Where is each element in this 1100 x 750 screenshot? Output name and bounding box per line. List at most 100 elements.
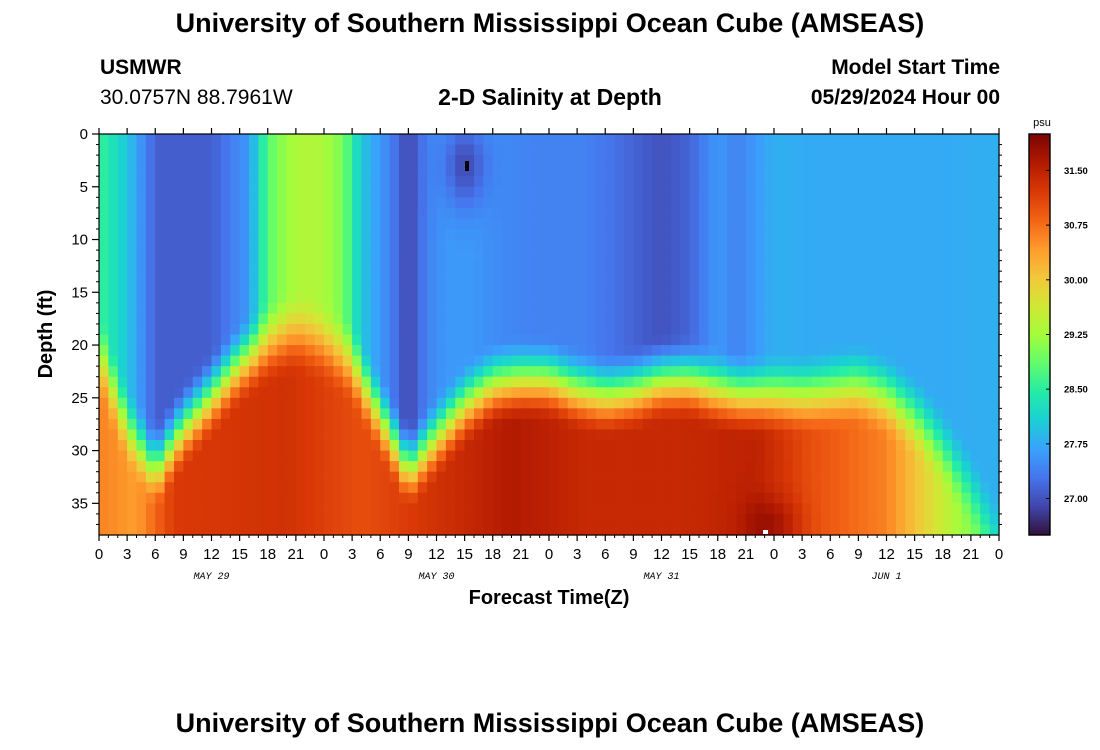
heatmap-cell: [905, 440, 916, 452]
heatmap-cell: [192, 440, 203, 452]
heatmap-cell: [333, 418, 344, 431]
x-tick-label: 9: [404, 546, 412, 563]
heatmap-cell: [736, 228, 747, 241]
heatmap-cell: [417, 313, 428, 325]
heatmap-cell: [492, 471, 503, 483]
heatmap-cell: [417, 503, 428, 515]
heatmap-cell: [474, 292, 484, 304]
heatmap-cell: [633, 461, 644, 473]
heatmap-cell: [155, 408, 166, 420]
heatmap-cell: [745, 471, 756, 483]
heatmap-cell: [567, 134, 578, 146]
heatmap-cell: [802, 366, 813, 378]
heatmap-cell: [249, 176, 259, 188]
heatmap-cell: [577, 186, 588, 198]
heatmap-cell: [764, 197, 775, 209]
heatmap-cell: [924, 260, 934, 272]
heatmap-cell: [370, 334, 381, 346]
heatmap-cell: [577, 239, 588, 251]
heatmap-cell: [295, 408, 306, 420]
heatmap-cell: [342, 292, 353, 304]
heatmap-cell: [145, 334, 156, 346]
heatmap-cell: [267, 228, 278, 241]
heatmap-cell: [820, 186, 831, 198]
heatmap-cell: [277, 207, 288, 220]
heatmap-cell: [192, 155, 203, 167]
heatmap-cell: [867, 250, 878, 262]
heatmap-cell: [277, 429, 288, 441]
heatmap-cell: [305, 429, 316, 441]
heatmap-cell: [539, 144, 550, 156]
heatmap-cell: [249, 323, 259, 336]
heatmap-cell: [127, 313, 138, 325]
heatmap-cell: [689, 524, 700, 536]
heatmap-cell: [342, 302, 353, 314]
heatmap-cell: [427, 524, 438, 536]
heatmap-cell: [624, 366, 634, 378]
heatmap-cell: [670, 292, 681, 304]
heatmap-cell: [877, 134, 888, 146]
heatmap-cell: [436, 524, 447, 536]
heatmap-cell: [267, 492, 278, 504]
heatmap-cell: [577, 292, 588, 304]
heatmap-cell: [220, 429, 231, 441]
heatmap-cell: [502, 313, 513, 325]
heatmap-cell: [774, 334, 784, 346]
heatmap-cell: [811, 429, 822, 441]
heatmap-cell: [605, 450, 616, 462]
heatmap-cell: [108, 482, 119, 494]
heatmap-cell: [586, 482, 597, 494]
heatmap-cell: [792, 418, 803, 431]
heatmap-cell: [614, 323, 625, 336]
heatmap-cell: [342, 440, 353, 452]
heatmap-cell: [455, 492, 466, 504]
heatmap-cell: [586, 440, 597, 452]
heatmap-cell: [117, 250, 128, 262]
heatmap-cell: [361, 513, 372, 526]
heatmap-cell: [624, 144, 634, 156]
heatmap-cell: [867, 418, 878, 431]
heatmap-cell: [783, 207, 794, 220]
heatmap-cell: [633, 186, 644, 198]
heatmap-cell: [539, 239, 550, 251]
heatmap-cell: [736, 355, 747, 367]
heatmap-cell: [202, 144, 213, 156]
heatmap-cell: [258, 418, 269, 431]
heatmap-cell: [820, 387, 831, 399]
heatmap-cell: [605, 355, 616, 367]
heatmap-cell: [830, 524, 841, 536]
heatmap-cell: [567, 355, 578, 367]
heatmap-cell: [417, 302, 428, 314]
heatmap-cell: [961, 228, 972, 241]
heatmap-cell: [970, 323, 981, 336]
heatmap-cell: [295, 366, 306, 378]
heatmap-cell: [980, 524, 991, 536]
heatmap-cell: [820, 461, 831, 473]
heatmap-cell: [352, 366, 363, 378]
heatmap-cell: [745, 376, 756, 388]
heatmap-cell: [830, 271, 841, 283]
heatmap-cell: [858, 239, 869, 251]
heatmap-cell: [202, 492, 213, 504]
heatmap-cell: [511, 503, 522, 515]
heatmap-cell: [989, 144, 1000, 156]
heatmap-cell: [342, 355, 353, 367]
heatmap-cell: [427, 239, 438, 251]
heatmap-cell: [830, 207, 841, 220]
heatmap-cell: [408, 323, 419, 336]
heatmap-cell: [558, 492, 569, 504]
heatmap-cell: [342, 387, 353, 399]
heatmap-cell: [333, 482, 344, 494]
heatmap-cell: [220, 323, 231, 336]
heatmap-cell: [839, 418, 850, 431]
heatmap-cell: [802, 355, 813, 367]
heatmap-cell: [708, 134, 719, 146]
heatmap-cell: [230, 503, 241, 515]
heatmap-cell: [783, 461, 794, 473]
heatmap-cell: [239, 482, 250, 494]
heatmap-cell: [314, 345, 325, 357]
heatmap-cell: [342, 218, 353, 230]
heatmap-cell: [539, 186, 550, 198]
heatmap-cell: [99, 281, 109, 293]
heatmap-cell: [249, 281, 259, 293]
